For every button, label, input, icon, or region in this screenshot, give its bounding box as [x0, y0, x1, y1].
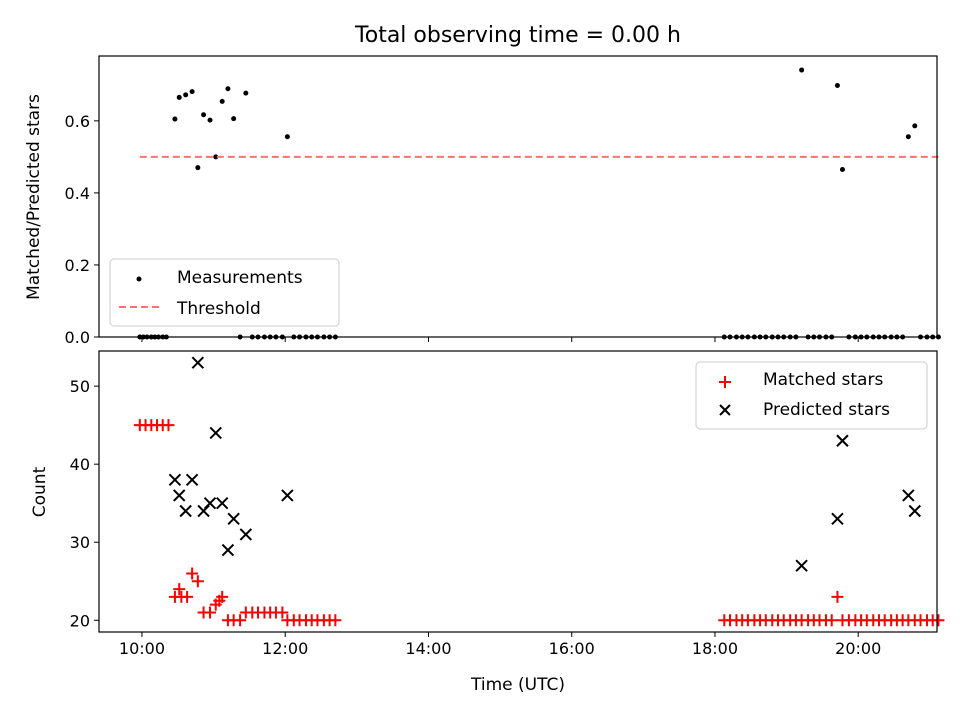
predicted-star-point: [831, 512, 844, 526]
measurement-point: [905, 134, 911, 140]
x-tick-label: 12:00: [262, 639, 308, 658]
matched-star-point: [932, 614, 945, 627]
predicted-star-point: [908, 504, 922, 518]
top-panel-marks: [137, 67, 941, 340]
legend-predicted-label: Predicted stars: [763, 400, 890, 420]
x-tick-label: 10:00: [119, 639, 165, 658]
legend-predicted-marker: [719, 404, 731, 416]
x-tick-label: 16:00: [549, 639, 595, 658]
predicted-star-point: [221, 543, 235, 557]
y-tick-label: 50: [70, 377, 90, 396]
chart-title: Total observing time = 0.00 h: [354, 23, 681, 48]
y-tick-label: 20: [70, 611, 90, 630]
legend-matched-label: Matched stars: [763, 370, 883, 390]
matched-star-point: [191, 575, 204, 588]
matched-star-point: [329, 614, 342, 627]
y-tick-label: 40: [70, 455, 90, 474]
top-legend-box: [109, 258, 340, 327]
measurement-point: [207, 117, 213, 123]
measurement-point: [912, 123, 918, 129]
predicted-star-point: [173, 489, 186, 502]
predicted-star-point: [168, 473, 182, 486]
legend-matched-marker: [719, 376, 731, 388]
predicted-star-point: [902, 489, 915, 502]
top-y-axis-label: Matched/Predicted stars: [24, 94, 44, 300]
measurement-point: [201, 112, 207, 118]
measurement-point: [213, 154, 219, 160]
y-tick-label: 0.0: [65, 328, 90, 347]
bottom-panel-axes: 10:00 12:00 14:00 16:00 18:00 20:00 20 30 40 50: [70, 377, 882, 658]
top-panel: 0.0 0.2 0.4 0.6 Matched/Predicted stars Mea…: [24, 55, 941, 347]
predicted-star-point: [215, 497, 229, 510]
measurement-point: [195, 165, 201, 171]
predicted-star-point: [185, 473, 199, 486]
top-legend: Measurements Threshold: [109, 258, 340, 327]
predicted-star-point: [191, 356, 205, 369]
matched-star-point: [276, 606, 289, 619]
bottom-y-axis-label: Count: [30, 466, 50, 517]
matched-star-point: [162, 419, 175, 432]
measurement-point: [799, 67, 805, 73]
measurement-point: [284, 134, 290, 140]
matched-star-point: [831, 590, 844, 603]
predicted-star-point: [795, 559, 808, 572]
y-tick-label: 30: [70, 533, 90, 552]
y-tick-label: 0.2: [65, 256, 90, 275]
predicted-star-point: [836, 434, 849, 447]
bottom-legend-box: [695, 361, 928, 430]
measurement-point: [839, 166, 845, 172]
y-tick-label: 0.6: [65, 112, 90, 131]
matched-star-point: [204, 606, 217, 619]
bottom-panel-frame: [98, 350, 938, 633]
measurement-point: [243, 90, 249, 96]
legend-measurements-label: Measurements: [177, 268, 303, 288]
matched-star-point: [216, 590, 229, 603]
bottom-panel: 10:00 12:00 14:00 16:00 18:00 20:00 20 30 40 50 C…: [30, 350, 945, 695]
matched-star-point: [173, 583, 186, 596]
y-tick-label: 0.4: [65, 184, 90, 203]
predicted-star-point: [227, 512, 240, 526]
measurement-point: [183, 92, 189, 98]
legend-threshold-label: Threshold: [176, 299, 261, 319]
predicted-star-point: [179, 504, 192, 518]
measurement-point: [219, 98, 225, 104]
measurement-point: [176, 94, 182, 100]
measurement-point: [231, 116, 237, 122]
matched-star-point: [825, 614, 838, 627]
measurement-point: [189, 89, 195, 95]
measurement-point: [225, 86, 231, 92]
measurement-point: [834, 83, 840, 89]
predicted-star-point: [281, 489, 294, 502]
legend-measurements-marker: [136, 276, 142, 282]
predicted-star-point: [203, 497, 217, 510]
x-tick-label: 18:00: [692, 639, 738, 658]
matched-star-point: [234, 614, 247, 627]
bottom-legend: Matched stars Predicted stars: [695, 361, 928, 430]
matched-star-point: [186, 567, 199, 580]
predicted-star-point: [209, 426, 222, 440]
x-tick-label: 20:00: [835, 639, 881, 658]
top-panel-axes: 0.0 0.2 0.4 0.6: [65, 112, 859, 347]
predicted-star-point: [239, 528, 253, 541]
x-axis-label: Time (UTC): [470, 675, 565, 695]
measurement-point: [172, 116, 178, 122]
matched-star-point: [181, 590, 194, 603]
bottom-panel-marks: [133, 356, 945, 627]
x-tick-label: 14:00: [405, 639, 451, 658]
top-panel-frame: [98, 55, 938, 338]
